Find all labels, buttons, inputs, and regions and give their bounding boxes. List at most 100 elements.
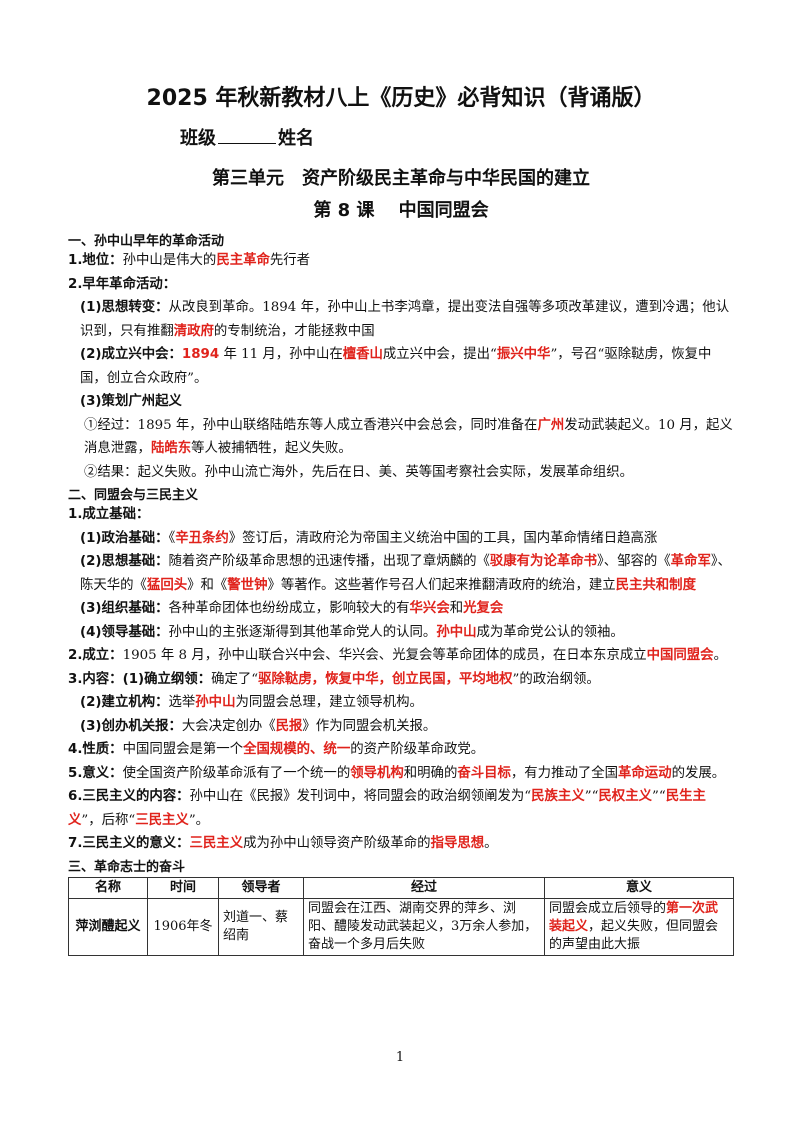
paragraph: 4.性质：中国同盟会是第一个全国规模的、统一的资产阶级革命政党。 [68, 738, 734, 762]
text: 成为孙中山领导资产阶级革命的 [243, 836, 431, 851]
paragraph: 1.地位：孙中山是伟大的民主革命先行者 [68, 249, 734, 273]
highlight: 全国规模的、统一 [243, 742, 351, 757]
name-label: 姓名 [278, 128, 314, 149]
text: 。 [713, 648, 727, 663]
paragraph: 2.早年革命活动： [68, 273, 734, 297]
text: 的资产阶级革命政党。 [350, 742, 485, 757]
table: 名称 时间 领导者 经过 意义 萍浏醴起义 1906年冬 刘道一、蔡绍南 同盟会… [68, 876, 734, 956]
text: 年 11 月，孙中山在 [219, 347, 343, 362]
highlight: 民主共和制度 [615, 577, 696, 593]
header-cell: 时间 [147, 876, 219, 899]
highlight: 清政府 [173, 323, 214, 339]
highlight: 民主革命 [216, 253, 270, 268]
highlight: 领导机构 [350, 765, 404, 781]
text: 和明确的 [403, 765, 458, 781]
highlight: 1894 [181, 347, 220, 362]
text: ”“ [584, 789, 599, 804]
paragraph: (3)组织基础：各种革命团体也纷纷成立，影响较大的有华兴会和光复会 [68, 597, 734, 621]
highlight: 猛回头 [146, 577, 188, 593]
text: ”的政治纲领。 [512, 671, 600, 687]
text: 》作为同盟会机关报。 [302, 718, 437, 734]
class-line: 班级 姓名 [180, 124, 734, 150]
text: 的发展。 [671, 765, 726, 781]
text: 》和《 [187, 577, 228, 593]
paragraph: 1.成立基础： [68, 503, 734, 527]
highlight: 革命军 [670, 554, 711, 569]
text: ①经过：1895 年，孙中山联络陆皓东等人成立香港兴中会总会，同时准备在 [84, 417, 538, 433]
label: (2)思想基础： [80, 554, 169, 569]
highlight: 革命运动 [618, 765, 672, 781]
text: 确定了“ [211, 671, 259, 687]
unit-title: 第三单元 资产阶级民主革命与中华民国的建立 [212, 168, 590, 189]
paragraph: (2)建立机构：选举孙中山为同盟会总理，建立领导机构。 [68, 691, 734, 715]
paragraph: (3)策划广州起义 [68, 390, 734, 414]
label: (4)领导基础： [80, 624, 169, 640]
paragraph: 5.意义：使全国资产阶级革命派有了一个统一的领导机构和明确的奋斗目标，有力推动了… [68, 762, 734, 786]
highlight: 驳康有为论革命书 [489, 554, 598, 569]
label: (1)政治基础： [80, 530, 169, 546]
heading: 二、同盟会与三民主义 [68, 484, 734, 503]
text: 的专制统治，才能拯救中国 [213, 323, 375, 339]
highlight: 民权主义 [598, 789, 652, 804]
text: 三、革命志士的奋斗 [68, 859, 186, 875]
header-cell: 经过 [303, 876, 545, 899]
lesson-title: 第 8 课 中国同盟会 [313, 200, 489, 221]
heading: 一、孙中山早年的革命活动 [68, 230, 734, 249]
label: (3)创办机关报： [80, 718, 182, 734]
header-cell: 意义 [544, 876, 734, 899]
text: 》签订后，清政府沦为帝国主义统治中国的工具，国内革命情绪日趋高涨 [228, 530, 658, 546]
text: 大会决定创办《 [181, 718, 276, 734]
heading: 三、革命志士的奋斗 [68, 856, 734, 875]
highlight: 三民主义 [135, 812, 189, 828]
label: (3)策划广州起义 [80, 394, 182, 409]
text: 中国同盟会是第一个 [122, 742, 244, 757]
label: (3)组织基础： [80, 601, 169, 616]
highlight: 警世钟 [227, 577, 268, 593]
text: 《 [168, 530, 176, 546]
highlight: 华兴会 [409, 601, 450, 616]
class-label: 班级 [180, 128, 216, 149]
text: 成立兴中会，提出“ [382, 347, 497, 362]
text: 同盟会成立后领导的 [549, 900, 667, 916]
highlight: 三民主义 [189, 836, 244, 851]
cell: 1906年冬 [147, 897, 219, 956]
label: 5.意义： [68, 765, 123, 781]
highlight: 檀香山 [342, 347, 383, 362]
label: 6.三民主义的内容： [68, 789, 190, 804]
header-cell: 名称 [68, 876, 148, 899]
highlight: 民报 [275, 718, 303, 734]
cell: 刘道一、蔡绍南 [218, 897, 304, 956]
paragraph: 7.三民主义的意义：三民主义成为孙中山领导资产阶级革命的指导思想。 [68, 832, 734, 856]
text: 》等著作。这些著作号召人们起来推翻清政府的统治，建立 [267, 577, 616, 593]
text: 成为革命党公认的领袖。 [476, 624, 624, 640]
text: 1905 年 8 月，孙中山联合兴中会、华兴会、光复会等革命团体的成员，在日本东… [122, 648, 647, 663]
highlight: 陆皓东 [150, 441, 192, 456]
paragraph: ①经过：1895 年，孙中山联络陆皓东等人成立香港兴中会总会，同时准备在广州发动… [68, 414, 734, 461]
text: ，有力推动了全国 [510, 765, 619, 781]
cell: 萍浏醴起义 [68, 897, 148, 956]
doc-title: 2025 年秋新教材八上《历史》必背知识（背诵版） [146, 86, 656, 111]
label: (1)思想转变： [80, 300, 169, 315]
text: 从改良到革命。1894 年，孙中山上书李鸿章，提出变法自强等多项改革建议，遭到冷… [80, 300, 743, 339]
highlight: 孙中山 [195, 695, 236, 710]
text: 。 [484, 836, 498, 851]
text: 孙中山在《民报》发刊词中，将同盟会的政治纲领阐发为“ [189, 789, 532, 804]
label: 3.内容：(1)确立纲领： [68, 671, 212, 687]
paragraph: (4)领导基础：孙中山的主张逐渐得到其他革命党人的认同。孙中山成为革命党公认的领… [68, 621, 734, 645]
highlight: 广州 [537, 417, 565, 433]
highlight: 指导思想 [430, 836, 485, 851]
label: (2)成立兴中会： [80, 347, 182, 362]
paragraph: (1)政治基础：《辛丑条约》签订后，清政府沦为帝国主义统治中国的工具，国内革命情… [68, 527, 734, 551]
text: ”。 [188, 812, 210, 828]
text: 和 [449, 601, 464, 616]
table-header: 名称 时间 领导者 经过 意义 [68, 876, 734, 899]
highlight: 辛丑条约 [175, 530, 229, 546]
paragraph: 3.内容：(1)确立纲领：确定了“驱除鞑虏，恢复中华，创立民国，平均地权”的政治… [68, 668, 734, 692]
text: 选举 [168, 695, 196, 710]
text: 二、同盟会与三民主义 [68, 488, 199, 503]
text: 等人被捕牺牲，起义失败。 [191, 441, 352, 456]
text: 使全国资产阶级革命派有了一个统一的 [122, 765, 351, 781]
highlight: 孙中山 [436, 624, 477, 640]
